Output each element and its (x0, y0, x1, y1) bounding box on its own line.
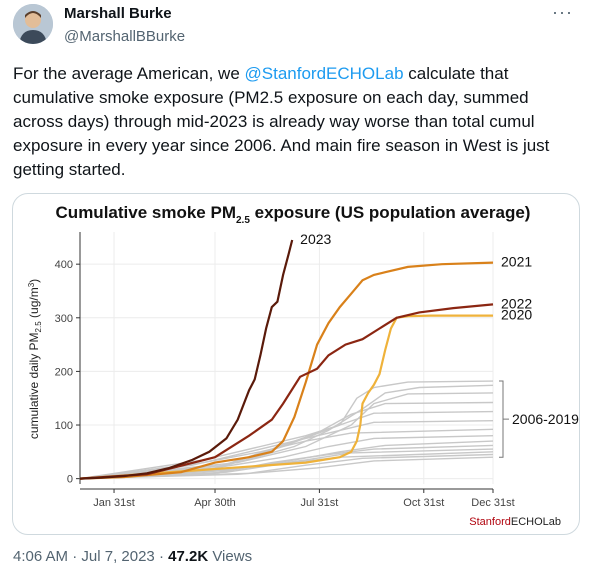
source-label: StanfordECHOLab (469, 516, 561, 528)
y-tick-label: 300 (55, 313, 73, 325)
tweet-date[interactable]: Jul 7, 2023 (81, 548, 155, 565)
bracket-label: 2006-2019 (512, 411, 579, 427)
y-tick-label: 200 (55, 366, 73, 378)
more-options-icon[interactable]: ··· (552, 2, 573, 22)
author-handle[interactable]: @MarshallBBurke (64, 28, 186, 45)
author-block: Marshall Burke @MarshallBBurke (64, 4, 185, 46)
background-year-line (79, 420, 494, 480)
background-year-line (79, 456, 494, 480)
meta-separator: · (72, 548, 78, 565)
meta-separator: · (158, 548, 164, 565)
range-bracket: 2006-2019 (499, 380, 579, 458)
tweet-meta: 4:06 AM · Jul 7, 2023 · 47.2K Views (13, 548, 252, 565)
user-photo-icon (13, 4, 53, 44)
x-tick-label: Apr 30th (194, 497, 236, 509)
chart-title: Cumulative smoke PM2.5 exposure (US popu… (56, 203, 531, 226)
tweet-time[interactable]: 4:06 AM (13, 548, 69, 565)
y-axis-label: cumulative daily PM2.5 (ug/m3) (27, 279, 43, 439)
author-name[interactable]: Marshall Burke (64, 5, 172, 22)
series-label-2021: 2021 (501, 254, 532, 270)
series-line-2021 (79, 261, 494, 480)
axes: 0 100 200 300 400 Jan 31st Apr 30th Jul 31st Oct… (55, 232, 515, 509)
y-tick-label: 0 (67, 474, 73, 486)
series-line-2022 (79, 303, 494, 480)
series-label-2022: 2022 (501, 295, 532, 311)
views-count: 47.2K (168, 548, 209, 565)
chart-image-card[interactable]: Cumulative smoke PM2.5 exposure (US popu… (12, 193, 580, 535)
series-label-2023: 2023 (300, 231, 331, 247)
x-tick-label: Oct 31st (403, 497, 444, 509)
tweet-text: For the average American, we @StanfordEC… (13, 62, 575, 182)
y-tick-label: 400 (55, 259, 73, 271)
views-label: Views (212, 548, 253, 565)
mention-link[interactable]: @StanfordECHOLab (244, 64, 404, 83)
x-tick-label: Jul 31st (300, 497, 338, 509)
tweet-text-after: calculate that cumulative smoke exposure… (13, 64, 550, 179)
y-tick-label: 100 (55, 420, 73, 432)
series-line-2023 (79, 239, 294, 480)
background-year-line (79, 392, 494, 480)
series-label-2020: 2020 (501, 307, 532, 323)
series-labels: 2020 2021 2022 2023 (300, 231, 532, 323)
avatar[interactable] (13, 4, 53, 44)
bracket-line (499, 380, 509, 458)
chart: Cumulative smoke PM2.5 exposure (US popu… (27, 203, 579, 528)
highlighted-years-lines (79, 239, 494, 480)
x-tick-label: Dec 31st (471, 497, 514, 509)
x-tick-label: Jan 31st (93, 497, 135, 509)
tweet-text-before: For the average American, we (13, 64, 245, 83)
